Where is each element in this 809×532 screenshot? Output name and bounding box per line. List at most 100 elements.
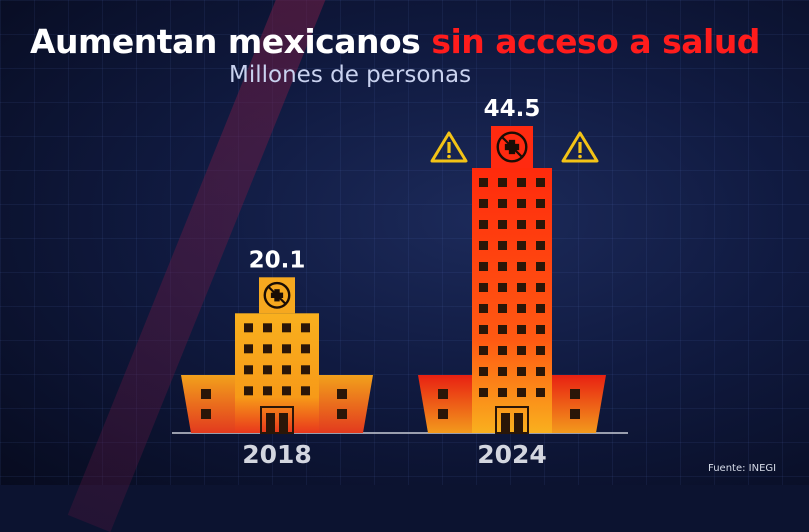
data-label: 20.1	[249, 247, 306, 273]
warning-dot	[447, 154, 451, 159]
building-window	[479, 262, 488, 271]
chart-title-white: Aumentan mexicanos	[30, 22, 421, 61]
building-window	[517, 346, 526, 355]
building-window	[282, 344, 291, 354]
building-window	[263, 386, 272, 396]
building-window	[536, 178, 545, 187]
building-window	[498, 262, 507, 271]
building-window	[301, 386, 310, 396]
building-window	[498, 304, 507, 313]
building-window	[517, 220, 526, 229]
building-window	[517, 241, 526, 250]
building-window	[517, 283, 526, 292]
building-window	[498, 346, 507, 355]
building-window	[301, 344, 310, 354]
hospital-cross-icon	[496, 131, 528, 163]
warning-mark	[578, 142, 582, 153]
chart-title-red: sin acceso a salud	[431, 22, 760, 61]
wing-window	[201, 409, 211, 419]
icon-ring	[496, 131, 528, 163]
building-window	[282, 386, 291, 396]
door-panel	[279, 413, 288, 433]
building-window	[479, 388, 488, 397]
building-window	[498, 178, 507, 187]
building-door	[495, 406, 529, 434]
building-window	[244, 344, 253, 354]
building-window	[479, 346, 488, 355]
building-window	[517, 388, 526, 397]
building-window	[244, 365, 253, 375]
warning-triangle	[430, 131, 468, 163]
wing-window	[337, 409, 347, 419]
building-window	[244, 323, 253, 333]
warning-icon	[430, 131, 468, 163]
building-window	[479, 199, 488, 208]
building-window	[301, 323, 310, 333]
wing-window	[570, 389, 580, 399]
wing-window	[337, 389, 347, 399]
building-window	[536, 304, 545, 313]
wing-window	[201, 389, 211, 399]
building-window	[282, 323, 291, 333]
chart-title: Aumentan mexicanos sin acceso a salud	[30, 22, 760, 61]
door-panel	[266, 413, 275, 433]
door-panel	[514, 413, 523, 433]
building-window	[517, 367, 526, 376]
building-window	[536, 325, 545, 334]
building-window	[479, 220, 488, 229]
building-window	[536, 388, 545, 397]
building-window	[536, 346, 545, 355]
wing-window	[438, 389, 448, 399]
building-window	[479, 304, 488, 313]
hospital-cross-icon	[263, 281, 291, 309]
building-wing-right	[552, 375, 606, 433]
building-window	[536, 199, 545, 208]
building-window	[536, 241, 545, 250]
building-window	[282, 365, 291, 375]
x-tick-label: 2018	[242, 440, 312, 469]
data-label: 44.5	[484, 96, 541, 122]
building-window	[536, 367, 545, 376]
building-window	[517, 304, 526, 313]
building-window	[498, 241, 507, 250]
wing-window	[438, 409, 448, 419]
building-window	[263, 323, 272, 333]
building-wing-right	[319, 375, 373, 433]
building-window	[517, 199, 526, 208]
building-window	[263, 344, 272, 354]
door-panel	[501, 413, 510, 433]
warning-icon	[561, 131, 599, 163]
building-window	[301, 365, 310, 375]
building-window	[498, 220, 507, 229]
icon-ring	[263, 281, 291, 309]
building-window	[479, 325, 488, 334]
building-window	[498, 325, 507, 334]
building-window	[479, 367, 488, 376]
source-note: Fuente: INEGI	[708, 463, 777, 474]
building-wing-left	[418, 375, 472, 433]
icon-slash	[267, 285, 287, 306]
building-window	[479, 283, 488, 292]
building-window	[517, 262, 526, 271]
chart-svg: 20.1 2018 44.5 2024	[172, 96, 628, 469]
building-window	[517, 325, 526, 334]
warning-mark	[447, 142, 451, 153]
building-window	[536, 283, 545, 292]
wing-window	[570, 409, 580, 419]
building-window	[263, 365, 272, 375]
building-window	[498, 199, 507, 208]
icon-slash	[500, 135, 524, 159]
chart-subtitle: Millones de personas	[229, 62, 472, 88]
building-window	[517, 178, 526, 187]
building-window	[536, 262, 545, 271]
building-window	[244, 386, 253, 396]
warning-dot	[578, 154, 582, 159]
bar-2024: 44.5 2024	[418, 96, 606, 469]
x-tick-label: 2024	[477, 440, 547, 469]
building-window	[498, 388, 507, 397]
building-window	[479, 241, 488, 250]
building-wing-left	[181, 375, 235, 433]
building-window	[498, 367, 507, 376]
building-window	[536, 220, 545, 229]
